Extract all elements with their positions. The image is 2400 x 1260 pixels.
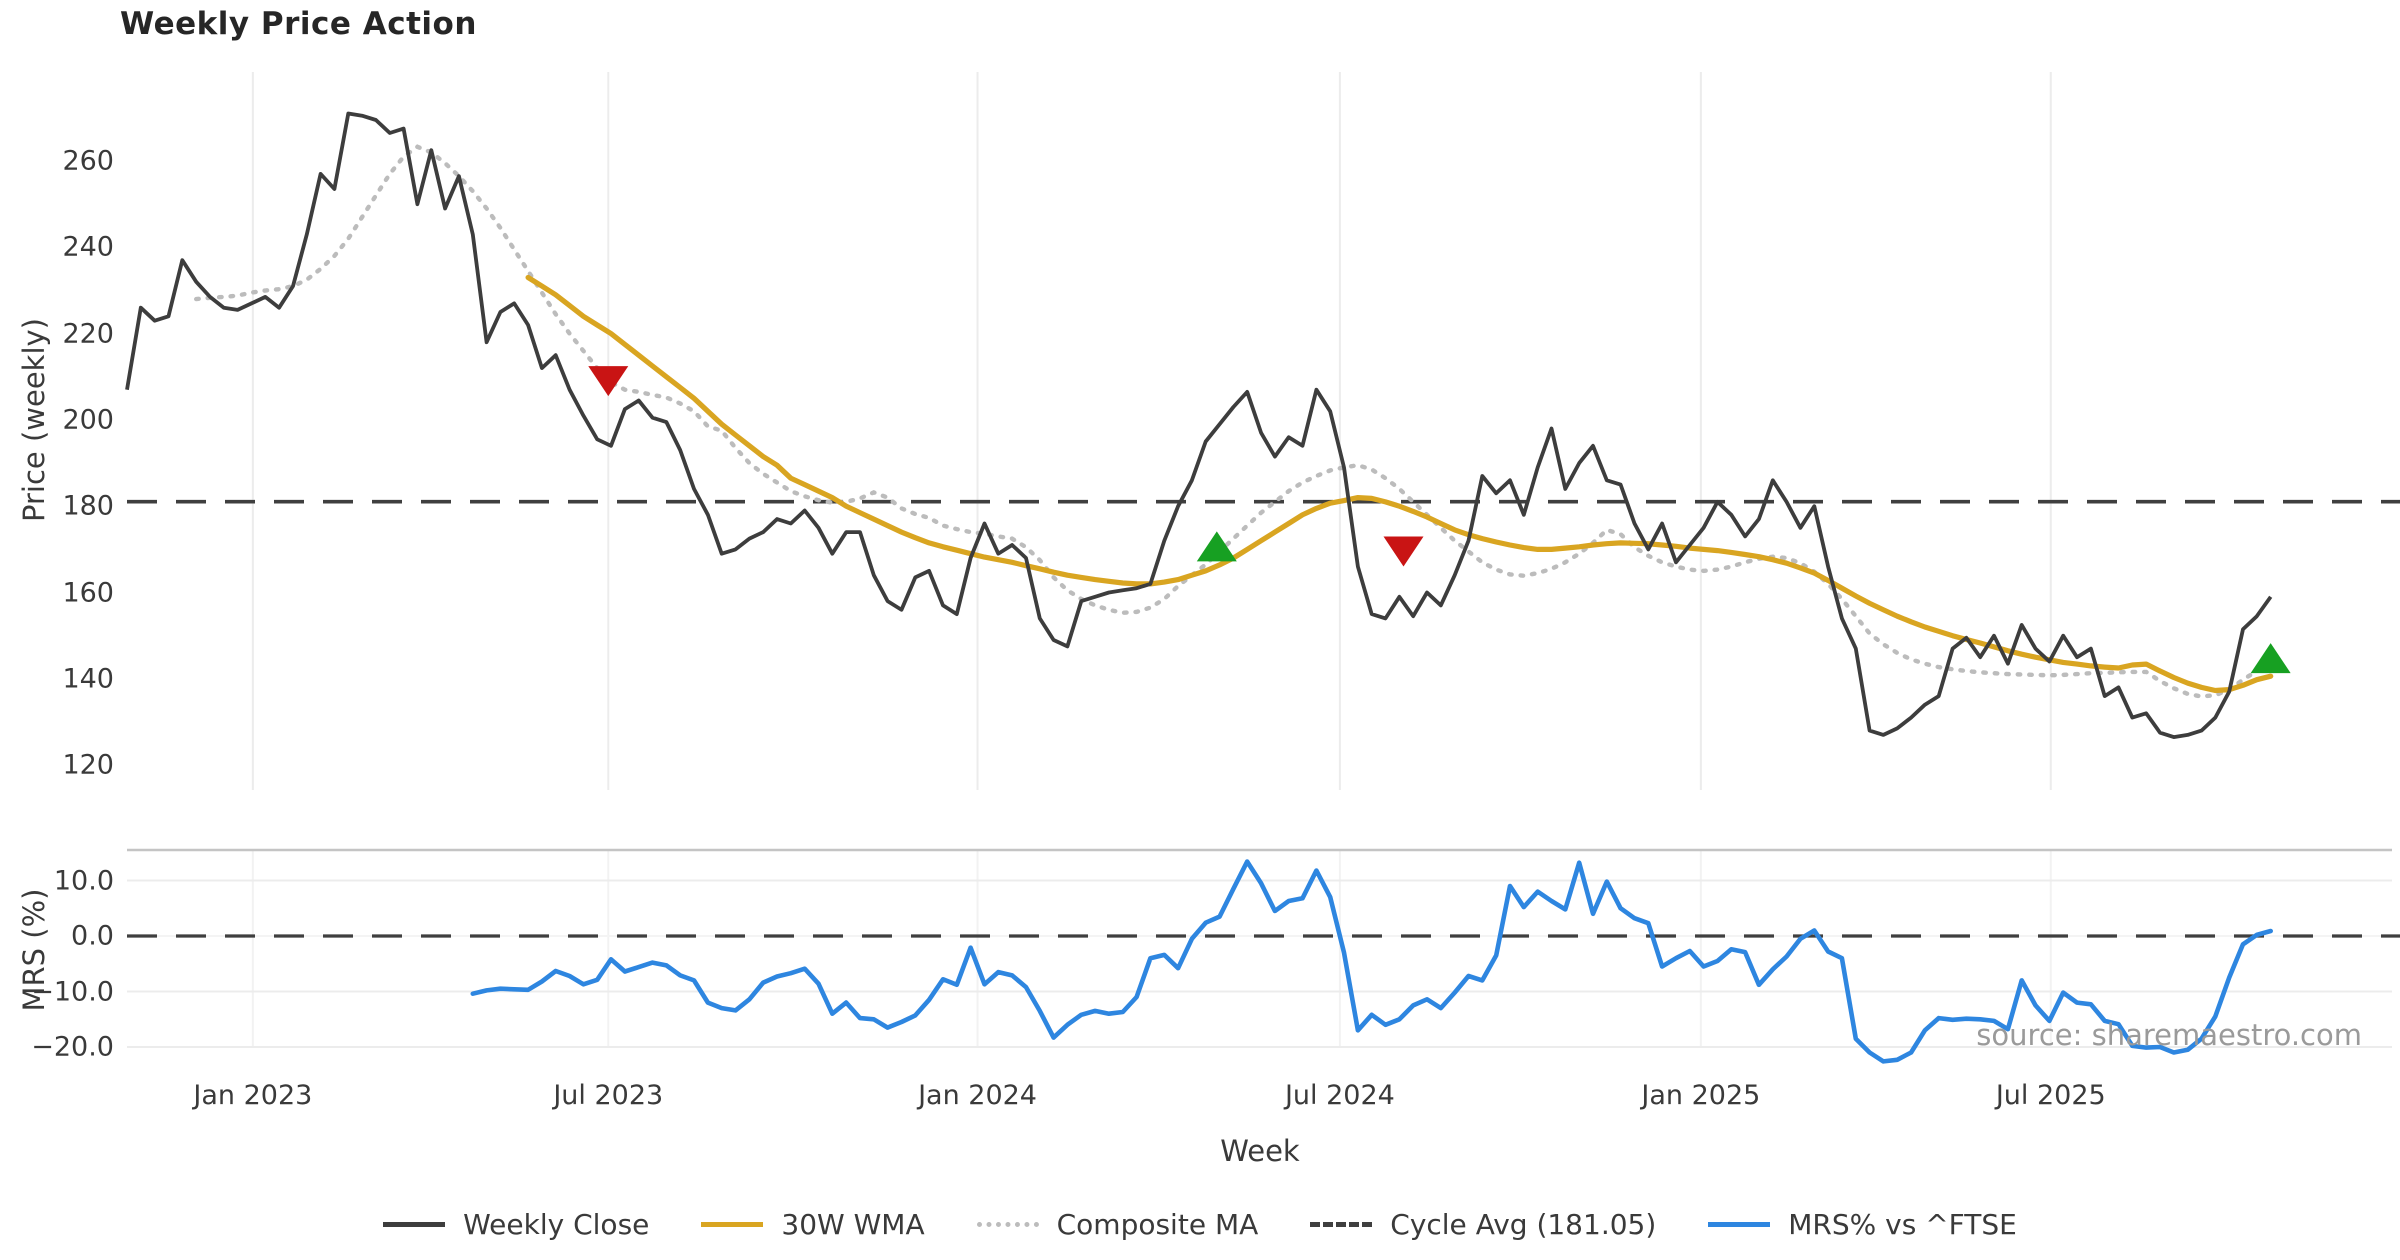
- legend: Weekly Close 30W WMA Composite MA Cycle Avg…: [0, 1208, 2400, 1241]
- legend-item: Cycle Avg (181.05): [1310, 1208, 1656, 1241]
- xtick-label: Jul 2023: [553, 1080, 664, 1111]
- gridlines: [127, 72, 2392, 1048]
- mrs-ytick-label: −10.0: [31, 976, 114, 1007]
- price-ytick-label: 120: [62, 749, 114, 781]
- xtick-label: Jan 2025: [1641, 1080, 1761, 1111]
- signal-markers: [588, 366, 2291, 674]
- sell-signal-triangle-icon: [1383, 536, 1424, 567]
- xtick-label: Jan 2024: [918, 1080, 1037, 1111]
- mrs-ytick-label: 0.0: [71, 920, 114, 952]
- legend-label: Cycle Avg (181.05): [1390, 1208, 1657, 1241]
- sell-signal-triangle-icon: [588, 366, 629, 397]
- legend-label: Composite MA: [1056, 1208, 1259, 1241]
- x-axis-label: Week: [1220, 1134, 1300, 1168]
- price-ytick-label: 220: [62, 318, 114, 350]
- xtick-label: Jan 2023: [193, 1080, 313, 1111]
- weekly-close-line: [125, 111, 2273, 739]
- price-ytick-label: 240: [62, 231, 114, 263]
- buy-signal-triangle-icon: [2250, 643, 2291, 674]
- legend-item: Weekly Close: [383, 1208, 649, 1241]
- xtick-label: Jul 2024: [1284, 1080, 1395, 1111]
- price-ytick-label: 260: [62, 145, 114, 177]
- legend-item: MRS% vs ^FTSE: [1708, 1208, 2017, 1241]
- legend-swatch-solid-icon: [701, 1222, 764, 1227]
- xtick-label: Jul 2025: [1995, 1080, 2106, 1111]
- legend-label: 30W WMA: [781, 1208, 925, 1241]
- buy-signal-triangle-icon: [1196, 531, 1237, 562]
- price-ytick-label: 160: [62, 577, 114, 608]
- legend-label: MRS% vs ^FTSE: [1788, 1208, 2017, 1241]
- mrs-ytick-label: 10.0: [53, 865, 114, 896]
- legend-item: 30W WMA: [701, 1208, 925, 1241]
- legend-swatch-solid-icon: [383, 1222, 446, 1227]
- price-ytick-label: 180: [62, 490, 114, 522]
- legend-swatch-dotted-icon: [976, 1222, 1039, 1227]
- price-ytick-label: 200: [62, 404, 114, 436]
- wma-30w-line: [525, 274, 2274, 694]
- source-watermark: source: sharemaestro.com: [1976, 1018, 2362, 1052]
- legend-swatch-dashed-icon: [1310, 1222, 1373, 1227]
- chart-title: Weekly Price Action: [120, 6, 477, 42]
- legend-swatch-solid-icon: [1708, 1222, 1771, 1227]
- legend-item: Composite MA: [976, 1208, 1259, 1241]
- mrs-ytick-label: −20.0: [31, 1031, 114, 1063]
- legend-label: Weekly Close: [463, 1208, 650, 1241]
- mrs-line: [470, 859, 2273, 1064]
- price-ytick-label: 140: [62, 663, 114, 695]
- composite-ma-line: [194, 144, 2273, 699]
